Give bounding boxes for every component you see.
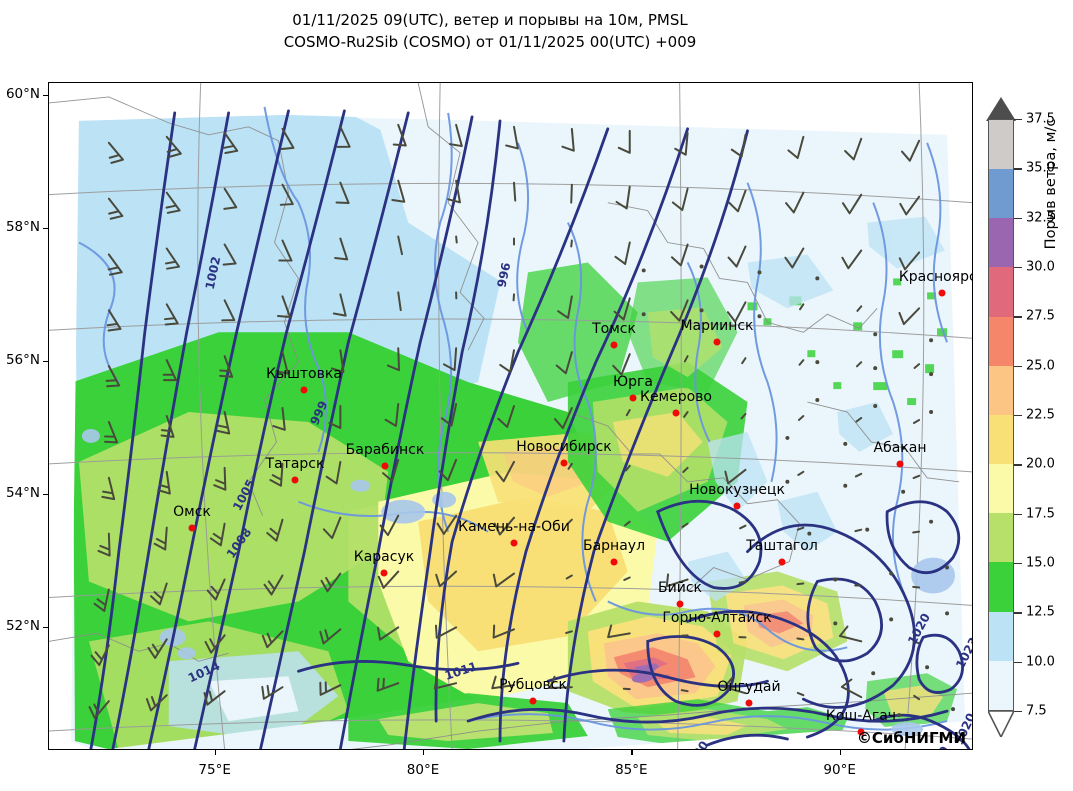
city-marker[interactable] — [381, 462, 389, 470]
colorbar-tick-label: 22.5 — [1026, 407, 1055, 423]
colorbar-tick-label: 27.5 — [1026, 308, 1055, 324]
city-marker[interactable] — [713, 630, 721, 638]
colorbar-tick-mark — [1014, 612, 1022, 614]
isobar-contours — [89, 109, 971, 749]
colorbar-tick-label: 35.0 — [1026, 160, 1055, 176]
colorbar-tick-label: 20.0 — [1026, 456, 1055, 472]
colorbar-segment — [989, 316, 1013, 366]
city-marker[interactable] — [713, 338, 721, 346]
city-marker[interactable] — [938, 289, 946, 297]
longitude-tick-label: 75°E — [198, 762, 231, 778]
colorbar-tick-mark — [1014, 119, 1022, 121]
latitude-tick-mark — [43, 95, 48, 97]
colorbar-tick-label: 30.0 — [1026, 259, 1055, 275]
lakes-layer — [81, 428, 956, 737]
weather-map-canvas — [49, 83, 972, 749]
city-marker[interactable] — [610, 341, 618, 349]
colorbar-tick-label: 12.5 — [1026, 604, 1055, 620]
administrative-borders — [49, 83, 972, 749]
longitude-tick-label: 85°E — [615, 762, 648, 778]
latitude-tick-mark — [43, 228, 48, 230]
colorbar-tick-label: 17.5 — [1026, 506, 1055, 522]
longitude-tick-mark — [423, 750, 425, 755]
city-marker[interactable] — [510, 539, 518, 547]
city-marker[interactable] — [610, 558, 618, 566]
page-title: 01/11/2025 09(UTC), ветер и порывы на 10… — [292, 11, 688, 29]
colorbar-tick-label: 32.5 — [1026, 210, 1055, 226]
city-marker[interactable] — [672, 409, 680, 417]
calm-wind-dots — [641, 264, 956, 718]
colorbar-segment — [989, 169, 1013, 219]
colorbar-axis-label: Порыв ветра, м/с — [1043, 118, 1059, 250]
colorbar-segment — [989, 660, 1013, 710]
title-block: 01/11/2025 09(UTC), ветер и порывы на 10… — [0, 10, 980, 54]
copyright-notice: ©СибНИГМИ — [856, 729, 966, 747]
latitude-tick-label: 56°N — [5, 352, 40, 369]
longitude-tick-label: 80°E — [406, 762, 440, 778]
colorbar-tick-mark — [1014, 513, 1022, 516]
colorbar-tick-mark — [1014, 415, 1022, 417]
city-marker[interactable] — [188, 524, 196, 532]
colorbar-segment — [989, 513, 1013, 563]
city-marker[interactable] — [745, 699, 753, 707]
colorbar-tick-label: 37.5 — [1026, 111, 1055, 127]
colorbar-segment — [989, 414, 1013, 465]
colorbar-over-arrow — [986, 97, 1016, 121]
city-marker[interactable] — [778, 558, 786, 566]
colorbar-tick-mark — [1014, 168, 1022, 170]
city-marker[interactable] — [300, 386, 308, 394]
latitude-tick-label: 58°N — [5, 219, 40, 236]
city-marker[interactable] — [857, 728, 865, 736]
city-marker[interactable] — [676, 600, 684, 608]
colorbar-tick-label: 25.0 — [1026, 358, 1055, 374]
colorbar-tick-mark — [1014, 316, 1022, 318]
colorbar-tick-label: 10.0 — [1026, 654, 1055, 670]
longitude-tick-mark — [214, 750, 216, 755]
latitude-tick-label: 52°N — [5, 618, 40, 635]
colorbar-segment — [989, 120, 1013, 170]
wind-barbs-layer — [88, 123, 921, 719]
city-marker[interactable] — [560, 459, 568, 467]
city-marker[interactable] — [629, 394, 637, 402]
colorbar-tick-mark — [1014, 365, 1022, 368]
city-marker[interactable] — [529, 697, 537, 705]
page-subtitle: COSMO-Ru2Sib (COSMO) от 01/11/2025 00(UT… — [283, 32, 697, 51]
city-marker[interactable] — [896, 460, 904, 468]
colorbar-segment — [989, 365, 1013, 415]
colorbar-tick-mark — [1014, 267, 1022, 269]
longitude-tick-mark — [631, 750, 633, 755]
city-marker[interactable] — [291, 476, 299, 484]
colorbar-tick-mark — [1014, 711, 1022, 713]
colorbar-tick-mark — [1014, 464, 1022, 466]
longitude-tick-label: 90°E — [823, 762, 856, 778]
colorbar-tick-mark — [1014, 563, 1022, 565]
latitude-tick-label: 60°N — [5, 86, 40, 103]
latitude-tick-mark — [43, 627, 48, 629]
colorbar[interactable] — [988, 119, 1014, 711]
city-marker[interactable] — [380, 569, 388, 577]
colorbar-segment — [989, 611, 1013, 661]
colorbar-tick-mark — [1014, 661, 1022, 664]
latitude-tick-mark — [43, 361, 48, 363]
colorbar-segment — [989, 464, 1013, 514]
colorbar-segment — [989, 218, 1013, 268]
colorbar-segment — [989, 267, 1013, 317]
colorbar-tick-label: 15.0 — [1026, 555, 1055, 571]
latitude-tick-mark — [43, 494, 48, 496]
city-marker[interactable] — [733, 502, 741, 510]
colorbar-tick-mark — [1014, 217, 1022, 220]
colorbar-under-arrow — [988, 711, 1014, 737]
longitude-tick-mark — [839, 750, 841, 755]
colorbar-segment — [989, 562, 1013, 612]
map-plot-area[interactable]: КрасноярскМариинскТомскКемеровоЮргаКышто… — [48, 82, 973, 750]
colorbar-tick-label: 7.5 — [1026, 703, 1047, 719]
latitude-tick-label: 54°N — [5, 485, 40, 502]
